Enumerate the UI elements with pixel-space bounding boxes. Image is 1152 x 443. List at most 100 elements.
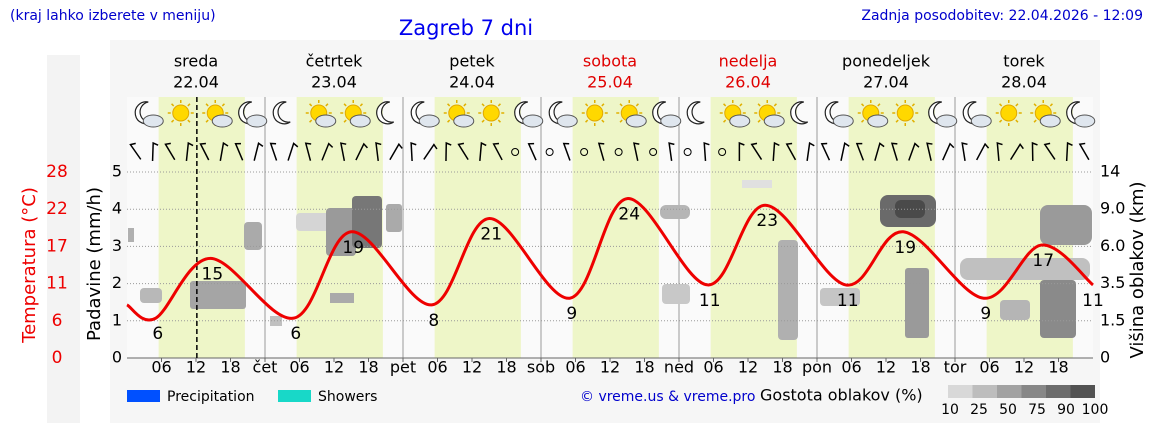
y3-tick-label: 6.0	[1100, 236, 1125, 255]
x-tick-label: sob	[527, 358, 555, 377]
temperature-label: 11	[699, 291, 721, 311]
legend-label: Showers	[318, 389, 377, 405]
cloud-scale-box	[1046, 385, 1071, 398]
barb	[668, 142, 675, 162]
cloud-scale-box	[1070, 385, 1095, 398]
sun-ray	[723, 103, 727, 107]
barb	[785, 142, 797, 161]
sun-ray	[463, 103, 467, 107]
barb	[820, 142, 831, 161]
sun-ray	[999, 119, 1003, 123]
sun-ray	[877, 103, 881, 107]
temperature-line	[126, 197, 1094, 322]
sun-ray	[171, 103, 175, 107]
sun-ray	[497, 103, 501, 107]
day-name: ponedeljek	[842, 52, 931, 71]
y2-axis-title: Temperatura (°C)	[19, 187, 40, 344]
cloud-scale-label: 75	[1028, 402, 1046, 418]
barb	[1065, 141, 1073, 162]
day-name: torek	[1003, 52, 1045, 71]
barb	[874, 142, 885, 161]
sun-ray	[999, 103, 1003, 107]
sun-ray	[619, 119, 623, 123]
barb	[1031, 141, 1038, 162]
barb	[423, 143, 438, 160]
x-tick-label: 12	[1014, 358, 1034, 377]
cloud-scale-label: 90	[1057, 402, 1075, 418]
barb	[129, 142, 142, 160]
barb	[339, 142, 347, 161]
sun-ray	[895, 119, 899, 123]
barb	[375, 142, 382, 162]
moon	[376, 101, 395, 125]
cloud	[556, 114, 578, 128]
sun-ray	[1015, 119, 1019, 123]
x-tick-label: 06	[289, 358, 309, 377]
sun-ray	[447, 119, 451, 123]
temperature-label: 6	[290, 324, 301, 344]
calm	[683, 148, 692, 156]
sun-ray	[739, 103, 743, 107]
sun-ray	[187, 103, 191, 107]
day-date: 22.04	[173, 73, 219, 92]
y-tick-label: 4	[112, 199, 122, 218]
y2-tick-label: 6	[52, 311, 63, 331]
x-tick-label: 06	[565, 358, 585, 377]
cloud	[453, 114, 475, 128]
sun-ray	[1033, 119, 1037, 123]
barb	[806, 141, 815, 162]
temperature-label: 8	[428, 311, 439, 331]
barb	[164, 142, 176, 161]
credit: © vreme.us & vreme.pro	[580, 389, 755, 405]
cloud-scale-box	[948, 385, 973, 398]
y3-tick-label: 0	[1100, 348, 1110, 367]
day-date: 23.04	[311, 73, 357, 92]
cloud	[418, 114, 440, 128]
calm	[511, 148, 520, 156]
sun-ray	[585, 103, 589, 107]
barb	[185, 141, 194, 162]
x-tick-label: 06	[841, 358, 861, 377]
cloud	[625, 114, 647, 128]
barb	[772, 141, 780, 162]
sun-ray	[205, 119, 209, 123]
sun-ray	[635, 103, 639, 107]
barb	[975, 142, 990, 161]
sun-ray	[187, 119, 191, 123]
y3-tick-label: 1.5	[1100, 310, 1125, 329]
sun	[1000, 104, 1018, 122]
sun-ray	[205, 103, 209, 107]
x-tick-label: 12	[738, 358, 758, 377]
x-tick-label: 12	[186, 358, 206, 377]
barb	[457, 142, 469, 161]
cloud	[315, 114, 337, 128]
sun-ray	[1049, 103, 1053, 107]
x-tick-label: 18	[772, 358, 792, 377]
calm	[649, 148, 658, 156]
temperature-label: 15	[202, 264, 224, 284]
left-strip	[47, 55, 80, 423]
y2-tick-label: 0	[52, 348, 63, 368]
cloud	[1039, 114, 1061, 128]
legend-label: Precipitation	[167, 389, 255, 405]
barb	[996, 141, 1003, 162]
legend-swatch	[127, 390, 160, 402]
sun-ray	[1033, 103, 1037, 107]
y-tick-label: 0	[112, 348, 122, 367]
barb	[287, 142, 299, 161]
cloud-legend-title: Gostota oblakov (%)	[760, 386, 923, 405]
day-name: sreda	[174, 52, 218, 71]
x-tick-label: 06	[979, 358, 999, 377]
sun-ray	[601, 103, 605, 107]
sun	[482, 104, 500, 122]
daylight-band	[572, 97, 659, 358]
day-name: četrtek	[306, 52, 364, 71]
barb	[479, 141, 487, 162]
moon	[272, 101, 291, 125]
sun-ray	[497, 119, 501, 123]
temperature-label: 9	[566, 304, 577, 324]
moon	[686, 101, 705, 125]
x-tick-label: 12	[600, 358, 620, 377]
sun-ray	[911, 103, 915, 107]
cloud	[763, 114, 785, 128]
